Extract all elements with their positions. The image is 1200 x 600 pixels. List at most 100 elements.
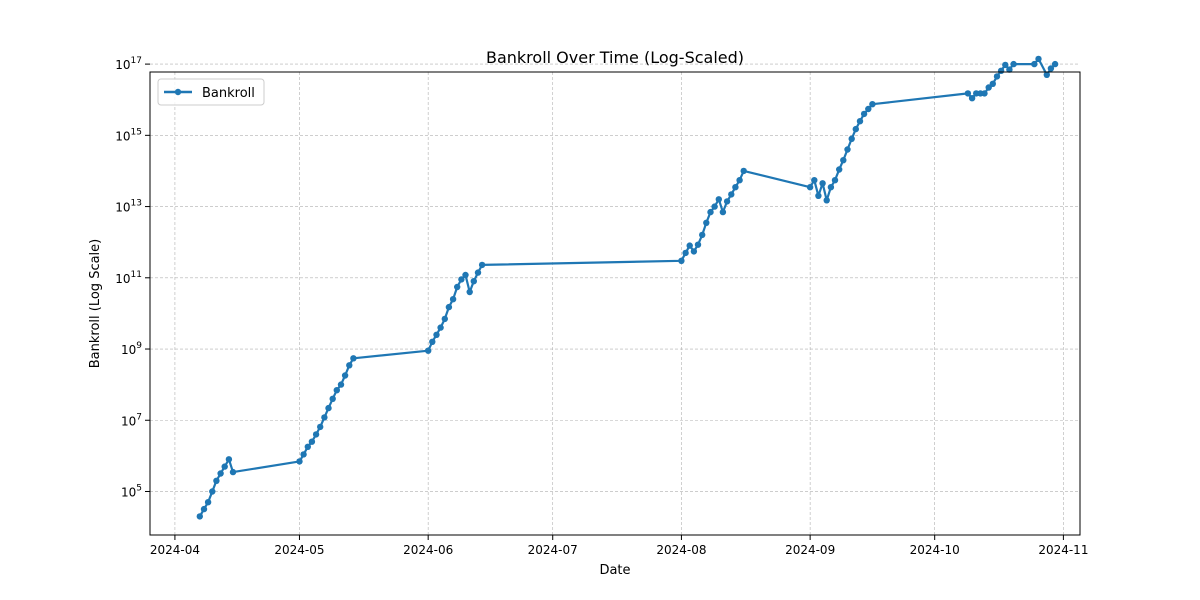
data-point — [844, 146, 851, 153]
data-point — [993, 73, 1001, 80]
data-point — [707, 208, 714, 216]
x-tick-label: 2024-05 — [274, 543, 324, 557]
data-point — [997, 67, 1005, 75]
data-point — [312, 431, 320, 438]
data-point — [454, 283, 461, 291]
data-point — [213, 477, 220, 484]
data-point — [337, 381, 345, 388]
y-tick-label: 105 — [121, 483, 142, 499]
data-point — [346, 362, 353, 369]
data-point — [682, 249, 689, 257]
data-point — [1006, 66, 1013, 73]
x-axis-label: Date — [599, 563, 630, 578]
data-point — [433, 331, 440, 338]
data-point — [317, 423, 324, 431]
data-point — [719, 208, 727, 216]
data-point — [329, 395, 336, 402]
data-point — [308, 438, 316, 445]
data-point — [815, 192, 822, 199]
y-tick-exponent: 15 — [131, 127, 142, 137]
data-point — [848, 135, 855, 142]
data-point — [827, 184, 835, 191]
data-point — [445, 303, 453, 311]
data-point — [723, 198, 731, 205]
data-point — [217, 470, 224, 477]
data-point — [478, 261, 486, 269]
data-point — [1035, 55, 1042, 63]
series-line-bankroll — [198, 57, 1056, 517]
data-point — [449, 296, 457, 303]
data-point — [437, 324, 444, 331]
data-point — [1043, 71, 1051, 79]
y-tick-exponent: 13 — [131, 199, 142, 209]
plot-area — [196, 55, 1059, 520]
legend-box — [157, 78, 265, 106]
data-point — [221, 463, 228, 470]
legend-label: Bankroll — [202, 86, 255, 101]
data-point — [715, 196, 722, 203]
data-point — [836, 166, 843, 173]
data-point — [865, 105, 872, 113]
data-point — [325, 404, 332, 412]
data-point — [840, 157, 847, 164]
data-point — [989, 80, 996, 88]
data-point — [728, 191, 735, 198]
data-point — [686, 242, 693, 249]
y-tick-label: 1011 — [115, 270, 142, 286]
data-point — [985, 84, 992, 91]
x-tick-label: 2024-04 — [150, 543, 200, 557]
data-point — [462, 271, 469, 279]
data-point — [856, 118, 864, 125]
data-point — [196, 513, 203, 520]
x-tick-label: 2024-06 — [403, 543, 453, 557]
data-point — [466, 288, 473, 296]
y-tick-base: 10 — [121, 485, 136, 499]
y-tick-label: 1013 — [115, 199, 142, 215]
data-point — [470, 278, 477, 285]
x-tick-label: 2024-07 — [528, 543, 578, 557]
data-point — [703, 219, 710, 226]
y-tick-exponent: 7 — [136, 412, 142, 422]
y-axis-label: Bankroll (Log Scale) — [88, 239, 103, 369]
x-axis: 2024-04 2024-05 2024-06 2024-07 2024-08 2024-… — [150, 535, 1088, 557]
data-point — [699, 231, 706, 239]
data-point — [860, 110, 868, 118]
data-point — [204, 499, 212, 506]
y-tick-base: 10 — [115, 58, 130, 72]
data-point — [350, 355, 357, 362]
data-point — [831, 177, 839, 184]
data-point — [823, 197, 830, 204]
y-tick-exponent: 11 — [131, 270, 142, 280]
data-point — [740, 167, 747, 175]
data-point — [429, 338, 436, 345]
data-point — [694, 241, 702, 248]
y-tick-base: 10 — [121, 414, 136, 428]
y-tick-exponent: 17 — [131, 56, 142, 66]
chart-title: Bankroll Over Time (Log-Scaled) — [486, 48, 744, 67]
data-point — [225, 456, 233, 463]
y-tick-exponent: 9 — [136, 341, 142, 351]
data-point — [1002, 61, 1009, 69]
data-point — [425, 347, 432, 354]
y-tick-label: 109 — [121, 341, 142, 357]
data-point — [458, 276, 465, 283]
data-point — [690, 248, 698, 255]
data-point — [806, 184, 814, 191]
legend-marker-swatch — [174, 88, 182, 96]
data-point — [321, 414, 328, 421]
data-point — [209, 488, 216, 495]
data-point — [869, 101, 876, 108]
data-point — [300, 451, 307, 458]
data-point — [964, 90, 972, 97]
data-point — [1047, 65, 1055, 72]
y-tick-label: 107 — [121, 412, 142, 428]
data-point — [736, 177, 743, 184]
data-point — [296, 458, 303, 465]
data-point — [474, 269, 482, 276]
data-point — [852, 125, 859, 133]
y-tick-base: 10 — [121, 343, 136, 357]
data-point — [341, 372, 349, 379]
data-point — [811, 177, 818, 184]
grid-lines — [150, 63, 1080, 535]
